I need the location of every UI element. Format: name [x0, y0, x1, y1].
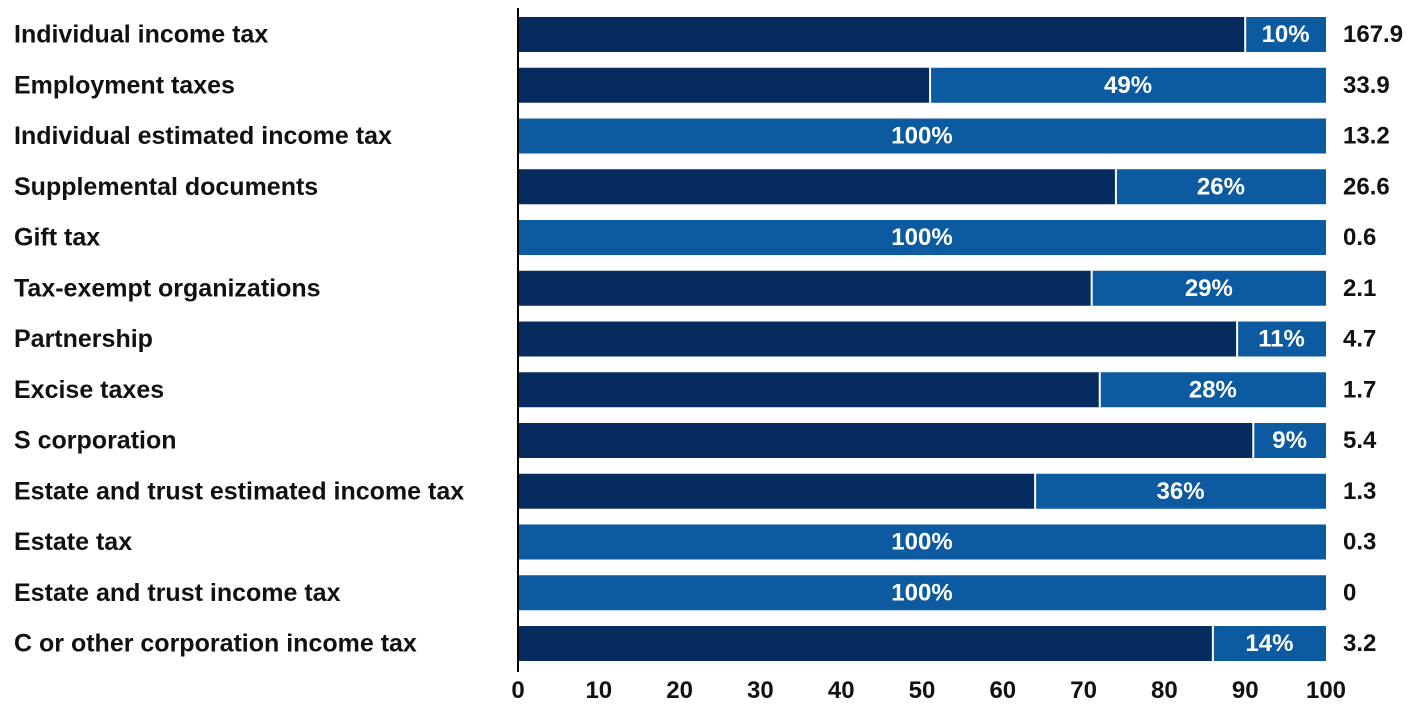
bar-segment-light	[1099, 372, 1326, 408]
bar-segment-light	[518, 220, 1326, 255]
x-tick-label: 90	[1232, 677, 1259, 704]
x-axis-ticks: 0 10 20 30 40 50 60 70 80 90 100	[511, 677, 1346, 704]
total-value-label: 1.7	[1343, 376, 1376, 403]
category-label: Gift tax	[14, 224, 100, 252]
total-value-label: 3.2	[1343, 630, 1376, 657]
bar-percent-label: 100%	[891, 529, 952, 556]
bar-percent-label: 29%	[1185, 275, 1233, 302]
bar-percent-label: 9%	[1272, 427, 1307, 454]
bar-percent-label: 100%	[891, 224, 952, 251]
bar-percent-label: 14%	[1245, 630, 1293, 657]
bar-segment-dark	[518, 270, 1092, 306]
bar-segment-light	[1237, 321, 1326, 357]
bar-segment-light	[518, 575, 1326, 611]
bar-segment-dark	[518, 321, 1238, 357]
category-label: Individual estimated income tax	[14, 122, 392, 150]
bar-segment-dark	[518, 626, 1213, 661]
bar-segment-dark	[518, 423, 1254, 458]
bar-segment-dark	[518, 372, 1100, 408]
labels-layer: 10% Individual income tax 167.9 49% Employme…	[14, 21, 1403, 658]
total-value-label: 0.6	[1343, 224, 1376, 251]
bar-segment-light	[930, 67, 1326, 103]
total-value-label: 0	[1343, 579, 1356, 606]
x-tick-label: 70	[1070, 677, 1097, 704]
bar-percent-label: 10%	[1262, 21, 1310, 48]
bar-segment-light	[1035, 473, 1326, 509]
bar-segment-light	[518, 118, 1326, 154]
bar-percent-label: 100%	[891, 123, 952, 150]
bar-segment-dark	[518, 67, 931, 103]
category-label: Estate tax	[14, 528, 132, 556]
bar-segment-light	[1212, 626, 1326, 661]
category-label: Estate and trust estimated income tax	[14, 477, 464, 505]
bar-segment-light	[1115, 169, 1326, 205]
category-label: Excise taxes	[14, 376, 164, 404]
bar-segment-dark	[518, 17, 1246, 52]
bar-segment-light	[1253, 423, 1326, 458]
x-tick-label: 100	[1306, 677, 1346, 704]
x-tick-label: 60	[989, 677, 1016, 704]
bar-percent-label: 11%	[1258, 326, 1305, 353]
total-value-label: 167.9	[1343, 21, 1403, 48]
bars-layer	[518, 17, 1326, 661]
category-label: Individual income tax	[14, 21, 268, 49]
bar-segment-dark	[518, 473, 1036, 509]
bar-percent-label: 28%	[1189, 376, 1237, 403]
total-value-label: 2.1	[1343, 275, 1376, 302]
bar-percent-label: 26%	[1197, 173, 1245, 200]
x-tick-label: 80	[1151, 677, 1178, 704]
category-label: Partnership	[14, 325, 153, 353]
x-tick-label: 50	[909, 677, 936, 704]
category-label: Estate and trust income tax	[14, 579, 341, 607]
bar-segment-light	[1091, 270, 1326, 306]
x-tick-label: 20	[666, 677, 693, 704]
bar-percent-label: 100%	[891, 579, 952, 606]
x-tick-label: 0	[511, 677, 524, 704]
x-tick-label: 40	[828, 677, 855, 704]
x-tick-label: 30	[747, 677, 774, 704]
category-label: Supplemental documents	[14, 173, 318, 201]
bar-segment-light	[1245, 17, 1326, 52]
category-label: Tax-exempt organizations	[14, 274, 321, 302]
total-value-label: 26.6	[1343, 173, 1390, 200]
total-value-label: 0.3	[1343, 529, 1376, 556]
x-tick-label: 10	[585, 677, 612, 704]
total-value-label: 4.7	[1343, 326, 1376, 353]
total-value-label: 5.4	[1343, 427, 1377, 454]
total-value-label: 13.2	[1343, 123, 1390, 150]
bar-segment-dark	[518, 169, 1116, 205]
bar-percent-label: 36%	[1157, 478, 1205, 505]
category-label: S corporation	[14, 427, 177, 455]
bar-segment-light	[518, 524, 1326, 560]
category-label: C or other corporation income tax	[14, 630, 417, 658]
bar-percent-label: 49%	[1104, 72, 1152, 99]
total-value-label: 1.3	[1343, 478, 1376, 505]
total-value-label: 33.9	[1343, 72, 1390, 99]
category-label: Employment taxes	[14, 71, 235, 99]
